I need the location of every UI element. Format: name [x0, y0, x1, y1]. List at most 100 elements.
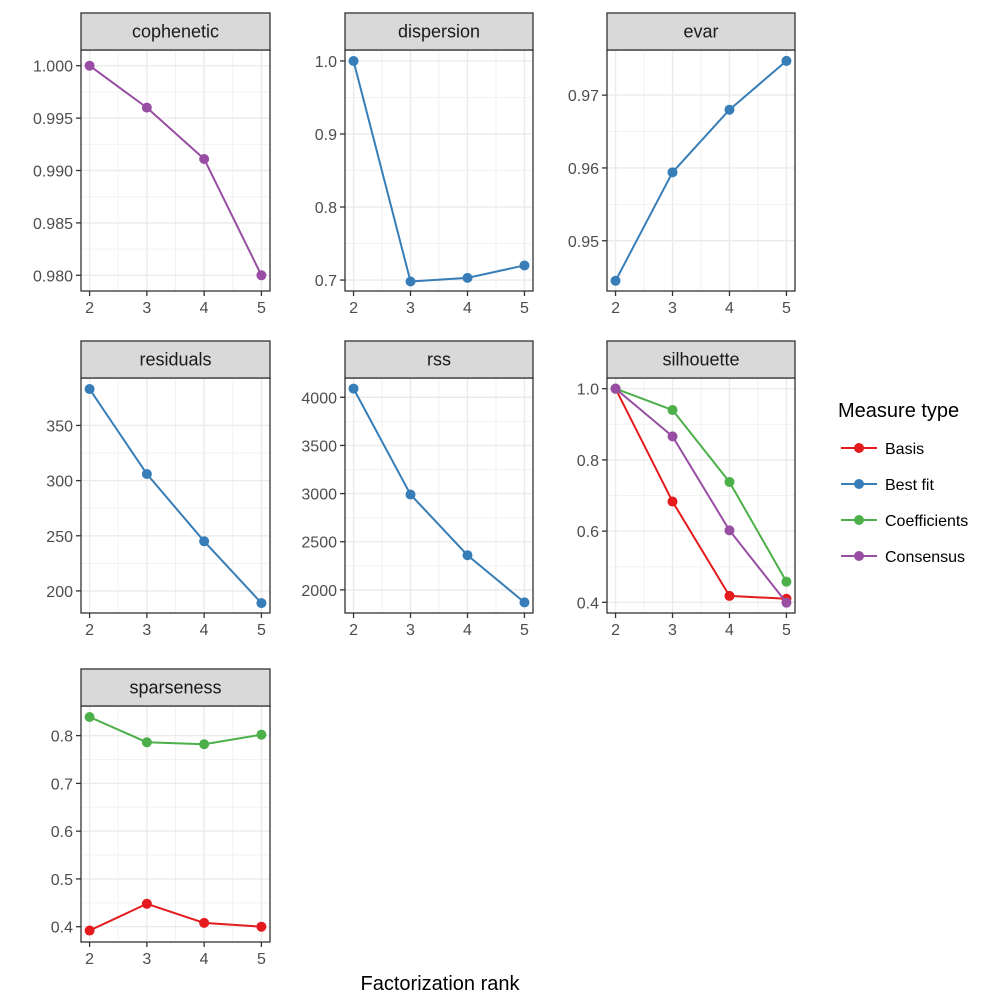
data-point-best-fit: [348, 55, 359, 66]
data-point-best-fit: [610, 275, 621, 286]
x-tick-label: 5: [257, 951, 266, 968]
facet-evar: evar 0.95 0.96 0.97 2 3 4 5: [568, 12, 796, 317]
y-tick-label: 0.985: [33, 216, 73, 233]
facet-sparseness: sparseness 0.4 0.5 0.6 0.7 0.8 2 3 4 5: [51, 668, 271, 968]
strip-label: residuals: [139, 350, 211, 370]
series-line-coefficients: [89, 716, 262, 746]
x-tick-label: 5: [257, 300, 266, 317]
y-tick-label: 0.6: [577, 524, 599, 541]
data-point-best-fit: [462, 550, 473, 561]
data-point-coefficients: [84, 711, 95, 722]
legend-key-point: [854, 479, 864, 489]
data-point-basis: [141, 898, 152, 909]
y-tick-label: 300: [46, 474, 73, 491]
data-point-basis: [256, 921, 267, 932]
x-tick-label: 2: [349, 622, 358, 639]
legend-label: Best fit: [885, 477, 934, 494]
data-point-best-fit: [405, 489, 416, 500]
facet-cophenetic: cophenetic 0.980 0.985 0.990 0.995 1.000 2 3 4 5: [33, 12, 271, 317]
y-tick-label: 250: [46, 529, 73, 546]
x-tick-label: 2: [85, 951, 94, 968]
series-line-basis: [89, 902, 262, 932]
facet-dispersion: dispersion 0.7 0.8 0.9 1.0 2 3 4 5: [315, 12, 534, 317]
y-tick-label: 1.0: [577, 382, 599, 399]
strip-label: silhouette: [662, 350, 739, 370]
x-tick-label: 3: [668, 622, 677, 639]
data-point-consensus: [667, 431, 678, 442]
data-point-consensus: [84, 60, 95, 71]
x-tick-label: 4: [463, 300, 472, 317]
series-line-consensus: [614, 387, 788, 604]
y-tick-label: 0.8: [315, 200, 337, 217]
data-point-consensus: [724, 525, 735, 536]
data-point-best-fit: [519, 260, 530, 271]
strip-background: [80, 12, 271, 51]
y-tick-label: 0.995: [33, 111, 73, 128]
y-tick-label: 200: [46, 584, 73, 601]
strip-background: [344, 12, 534, 51]
legend-key-point: [854, 515, 864, 525]
series-line-best-fit: [614, 60, 788, 282]
x-tick-label: 3: [142, 300, 151, 317]
y-tick-label: 4000: [301, 390, 337, 407]
strip-label: cophenetic: [132, 22, 219, 42]
data-point-coefficients: [724, 476, 735, 487]
legend-entries: Basis Best fit Coefficients Consensus: [841, 441, 968, 566]
x-tick-label: 5: [782, 622, 791, 639]
data-point-best-fit: [519, 597, 530, 608]
series-line-best-fit: [88, 388, 263, 604]
x-tick-label: 4: [725, 622, 734, 639]
strip-label: rss: [427, 350, 451, 370]
y-tick-label: 0.4: [577, 595, 599, 612]
y-tick-label: 0.7: [315, 273, 337, 290]
x-tick-label: 3: [142, 951, 151, 968]
data-point-best-fit: [348, 383, 359, 394]
y-tick-label: 0.4: [51, 920, 73, 937]
x-tick-label: 2: [611, 300, 620, 317]
x-tick-label: 4: [463, 622, 472, 639]
strip-label: evar: [683, 22, 718, 42]
legend-entry-coefficients: Coefficients: [841, 513, 968, 530]
data-point-consensus: [781, 597, 792, 608]
x-tick-label: 4: [200, 951, 209, 968]
strip-background: [344, 340, 534, 379]
y-tick-label: 1.0: [315, 54, 337, 71]
y-tick-label: 0.96: [568, 161, 599, 178]
facet-silhouette: silhouette 0.4 0.6 0.8 1.0 2 3 4 5: [577, 340, 796, 639]
data-point-best-fit: [141, 468, 152, 479]
y-tick-label: 0.5: [51, 872, 73, 889]
legend-key-point: [854, 551, 864, 561]
data-point-consensus: [141, 102, 152, 113]
data-point-best-fit: [667, 167, 678, 178]
data-point-coefficients: [781, 576, 792, 587]
data-point-best-fit: [724, 104, 735, 115]
strip-label: sparseness: [129, 678, 221, 698]
data-point-basis: [724, 590, 735, 601]
x-tick-label: 2: [85, 300, 94, 317]
series-line-best-fit: [352, 60, 525, 283]
x-tick-label: 5: [520, 622, 529, 639]
x-tick-label: 4: [200, 300, 209, 317]
y-tick-label: 0.95: [568, 234, 599, 251]
strip-background: [80, 340, 271, 379]
y-tick-label: 0.8: [577, 453, 599, 470]
strip-background: [606, 340, 796, 379]
series-line-coefficients: [615, 387, 788, 583]
legend-label: Consensus: [885, 549, 965, 566]
legend-title: Measure type: [838, 400, 959, 422]
data-point-coefficients: [141, 737, 152, 748]
y-tick-label: 0.6: [51, 824, 73, 841]
data-point-coefficients: [667, 405, 678, 416]
legend: Measure type Basis Best fit Coefficients Co…: [838, 400, 968, 566]
y-tick-label: 2500: [301, 535, 337, 552]
legend-label: Basis: [885, 441, 924, 458]
series-line-consensus: [88, 64, 263, 276]
x-axis-title: Factorization rank: [361, 973, 521, 995]
data-point-basis: [84, 925, 95, 936]
data-point-coefficients: [199, 739, 210, 750]
data-point-consensus: [610, 383, 621, 394]
data-point-basis: [667, 496, 678, 507]
y-tick-label: 0.980: [33, 268, 73, 285]
y-tick-label: 2000: [301, 583, 337, 600]
